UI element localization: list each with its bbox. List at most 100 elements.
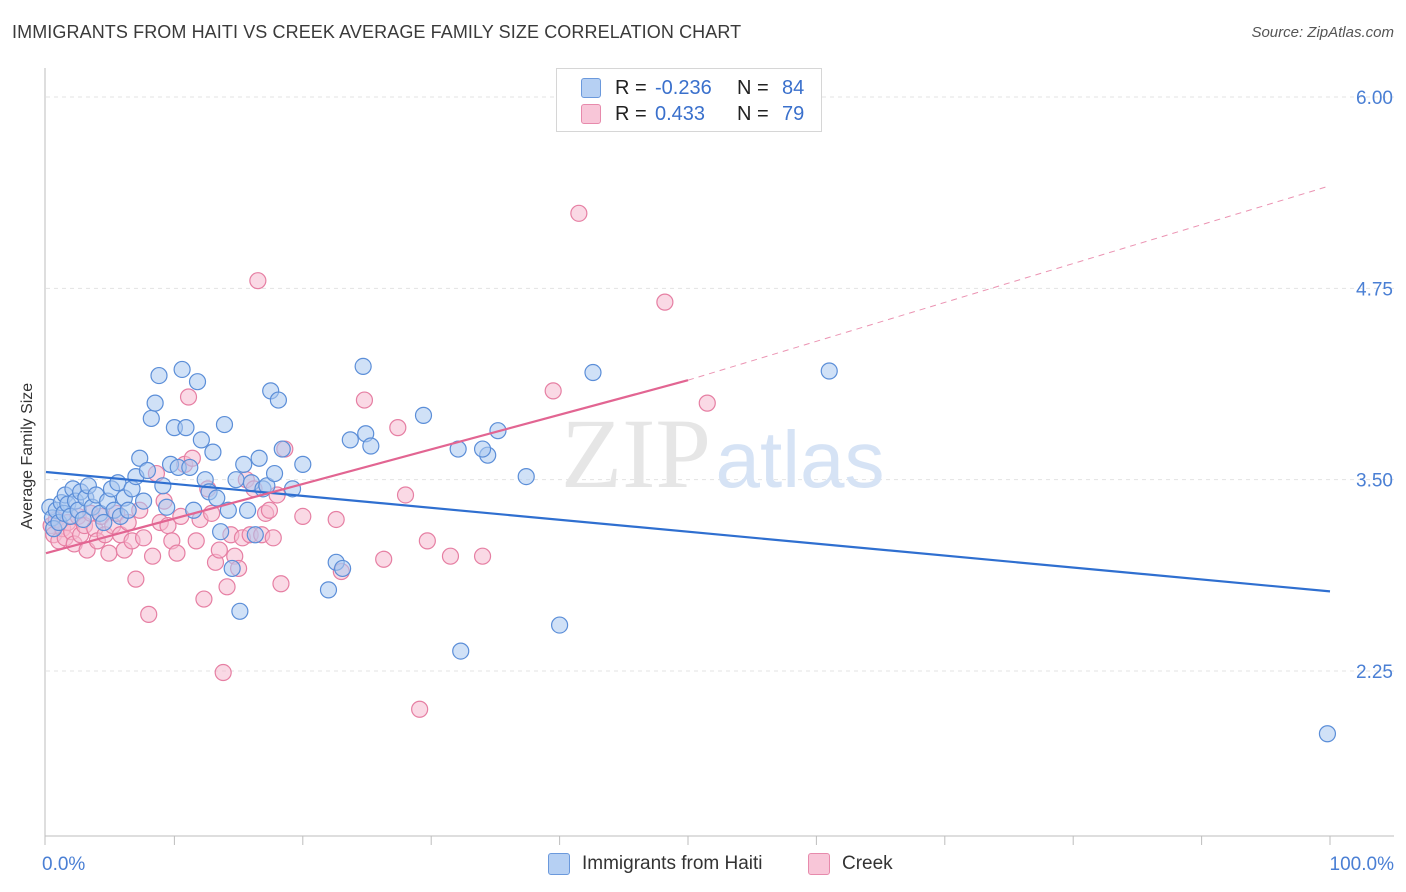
legend-row-haiti: R = -0.236 N = 84 [581, 76, 804, 100]
creek-point [570, 204, 588, 222]
haiti-point [173, 360, 191, 379]
creek-point [327, 510, 345, 529]
creek-trend-line [45, 379, 689, 555]
haiti-point [269, 391, 288, 409]
haiti-point [181, 458, 199, 477]
haiti-point [820, 362, 838, 380]
legend-row-creek: R = 0.433 N = 79 [581, 102, 804, 126]
legend-n-label: N = [737, 102, 769, 125]
trend-lines [45, 185, 1331, 593]
creek-point [168, 544, 186, 562]
haiti-point [294, 455, 312, 473]
haiti-point [215, 415, 234, 434]
haiti-point [550, 616, 569, 634]
haiti-point [95, 513, 113, 532]
watermark-zip: ZIP [561, 398, 711, 509]
legend-r-label: R = [615, 76, 647, 99]
haiti-point [452, 642, 470, 660]
haiti-trend-line [45, 470, 1331, 593]
axes [44, 68, 1394, 845]
creek-point [441, 547, 460, 565]
haiti-point [319, 581, 338, 599]
bottom-legend-creek-label: Creek [842, 853, 893, 874]
creek-point [179, 388, 198, 406]
y-tick-label: 6.00 [1356, 88, 1393, 109]
haiti-point [204, 443, 222, 461]
creek-point [218, 578, 236, 596]
legend-swatch-haiti [581, 78, 601, 98]
haiti-point [235, 455, 253, 473]
source-credit: Source: ZipAtlas.com [1251, 24, 1394, 41]
haiti-point [212, 523, 230, 541]
haiti-point [231, 602, 249, 620]
legend-swatch-creek [581, 104, 601, 124]
haiti-point [138, 461, 157, 480]
haiti-point [341, 431, 359, 449]
creek-point [134, 529, 153, 547]
haiti-point [154, 477, 172, 495]
haiti-point [142, 409, 160, 428]
haiti-points [41, 357, 1337, 743]
creek-point [214, 663, 232, 682]
creek-point [260, 501, 279, 519]
creek-point [140, 605, 158, 623]
creek-trend-extension [687, 185, 1331, 381]
x-tick-label: 0.0% [42, 854, 85, 875]
bottom-legend-haiti-label: Immigrants from Haiti [582, 853, 763, 874]
legend-r-value: -0.236 [655, 76, 712, 99]
haiti-point [74, 510, 92, 529]
creek-point [127, 570, 145, 588]
bottom-swatch-creek [808, 853, 830, 875]
creek-point [264, 529, 282, 547]
bottom-swatch-haiti [548, 853, 570, 875]
creek-point [143, 547, 162, 565]
haiti-point [354, 357, 372, 375]
haiti-point [273, 440, 291, 458]
haiti-point [208, 489, 226, 507]
legend-n-value: 79 [782, 102, 805, 125]
haiti-point [265, 464, 284, 483]
y-tick-labels: 2.25 3.50 4.75 6.00 [1356, 88, 1393, 683]
creek-point [389, 419, 407, 437]
y-tick-label: 4.75 [1356, 279, 1393, 300]
haiti-point [192, 431, 210, 449]
haiti-point [219, 501, 237, 519]
legend-n-value: 84 [782, 76, 805, 99]
x-tick-labels: 0.0% 100.0% [42, 854, 1394, 875]
haiti-point [1318, 725, 1337, 743]
creek-point [698, 394, 716, 412]
creek-point [396, 486, 415, 504]
creek-point [272, 575, 290, 593]
creek-point [249, 272, 267, 290]
creek-point [375, 550, 393, 568]
x-tick-label: 100.0% [1330, 854, 1395, 875]
creek-point [210, 541, 228, 559]
y-tick-label: 2.25 [1356, 662, 1393, 683]
haiti-point [414, 406, 433, 424]
bottom-legend-haiti: Immigrants from Haiti [548, 852, 763, 876]
haiti-point [146, 394, 164, 412]
creek-point [418, 532, 436, 550]
haiti-point [227, 471, 245, 489]
creek-point [473, 547, 492, 565]
haiti-point [362, 437, 380, 455]
haiti-point [334, 559, 352, 578]
haiti-point [177, 419, 195, 437]
creek-point [544, 382, 562, 400]
haiti-point [131, 449, 149, 467]
creek-point [187, 532, 205, 550]
creek-point [294, 507, 312, 526]
haiti-point [246, 526, 264, 544]
legend-r-value: 0.433 [655, 102, 706, 125]
haiti-point [517, 468, 535, 486]
haiti-point [158, 498, 176, 516]
haiti-point [250, 449, 268, 467]
haiti-point [238, 501, 257, 519]
haiti-point [473, 440, 492, 458]
chart-title: IMMIGRANTS FROM HAITI VS CREEK AVERAGE F… [12, 22, 742, 42]
haiti-point [584, 363, 602, 382]
watermark: ZIP atlas [561, 398, 884, 509]
creek-point [195, 590, 213, 608]
legend-r-label: R = [615, 102, 647, 125]
